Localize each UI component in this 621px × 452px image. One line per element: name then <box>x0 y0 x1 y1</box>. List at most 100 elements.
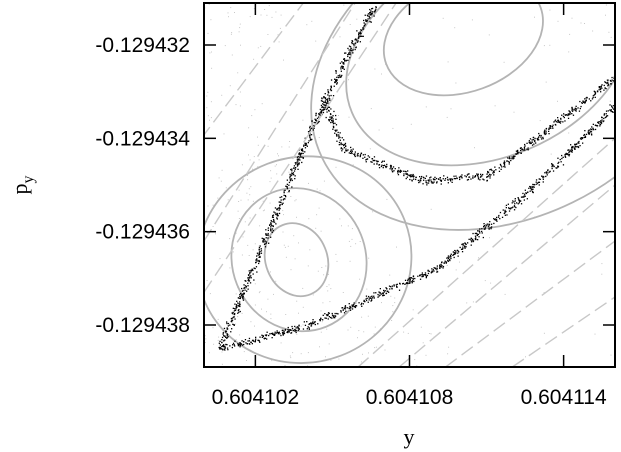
chaotic-point <box>239 295 241 297</box>
background-dot <box>490 282 492 284</box>
chaotic-point <box>308 140 310 142</box>
chaotic-point <box>499 211 502 214</box>
chaotic-point <box>461 243 463 246</box>
chaotic-point <box>242 295 244 297</box>
chaotic-point <box>490 226 492 229</box>
chaotic-point <box>527 149 529 151</box>
chaotic-point <box>307 142 309 144</box>
chaotic-point <box>344 305 347 307</box>
background-dot <box>249 194 251 196</box>
chaotic-point <box>348 53 350 55</box>
chaotic-point <box>342 67 344 69</box>
chaotic-point <box>419 275 421 277</box>
chaotic-point <box>538 139 540 141</box>
chaotic-point <box>331 116 333 118</box>
chaotic-point <box>325 106 327 108</box>
chaotic-point <box>354 306 357 309</box>
chaotic-point <box>512 206 514 208</box>
chaotic-point <box>442 178 444 180</box>
chaotic-point <box>370 21 372 23</box>
chaotic-point <box>258 259 260 262</box>
chaotic-point <box>595 124 597 127</box>
chaotic-point <box>549 125 551 127</box>
chaotic-point <box>612 111 614 113</box>
background-dot <box>459 261 460 263</box>
background-dot <box>206 280 208 281</box>
chaotic-point <box>319 108 321 111</box>
chaotic-point <box>332 118 334 120</box>
chaotic-point <box>598 122 600 124</box>
chaotic-point <box>455 250 457 252</box>
chaotic-point <box>447 257 450 260</box>
chaotic-point <box>386 290 389 293</box>
chaotic-point <box>575 105 577 107</box>
chaotic-point <box>276 330 278 332</box>
chaotic-point <box>278 209 280 211</box>
chaotic-point <box>391 285 393 287</box>
chaotic-point <box>439 267 441 269</box>
chaotic-point <box>359 155 361 158</box>
chaotic-point <box>567 114 569 117</box>
background-dot <box>391 320 393 321</box>
chaotic-point <box>584 102 586 104</box>
chaotic-point <box>520 203 523 205</box>
background-dot <box>300 353 302 355</box>
chaotic-point <box>354 42 356 44</box>
chaotic-point <box>270 230 272 232</box>
chaotic-point <box>544 133 546 136</box>
chaotic-point <box>314 321 316 323</box>
chaotic-point <box>245 342 247 344</box>
background-dot <box>209 52 211 54</box>
chaotic-point <box>296 326 298 328</box>
chaotic-point <box>570 144 572 146</box>
chaotic-point <box>231 321 233 323</box>
chaotic-point <box>440 266 443 268</box>
chaotic-point <box>465 176 467 178</box>
chaotic-point <box>376 160 378 162</box>
chaotic-point <box>547 170 549 172</box>
chaotic-point <box>244 280 246 282</box>
chaotic-point <box>223 346 225 348</box>
chaotic-point <box>481 230 483 233</box>
background-dot <box>350 245 352 247</box>
chaotic-point <box>358 35 360 37</box>
chaotic-point <box>242 298 244 300</box>
background-dot <box>278 155 279 157</box>
chaotic-point <box>493 218 496 221</box>
chaotic-point <box>248 270 250 272</box>
chaotic-point <box>575 110 577 112</box>
background-dot <box>374 347 376 349</box>
chaotic-point <box>600 85 602 87</box>
background-dot <box>394 302 396 304</box>
chaotic-point <box>382 294 384 297</box>
background-dot <box>244 221 246 223</box>
chaotic-point <box>299 155 302 157</box>
chaotic-point <box>532 183 534 186</box>
background-dot <box>250 186 252 188</box>
chaotic-point <box>219 344 221 346</box>
chaotic-point <box>270 222 272 224</box>
chaotic-point <box>248 343 250 345</box>
chaotic-point <box>309 136 311 139</box>
chaotic-point <box>339 132 341 134</box>
background-dot <box>282 231 284 233</box>
chaotic-point <box>304 147 307 149</box>
background-dot <box>235 232 237 234</box>
chaotic-point <box>580 138 583 140</box>
chaotic-point <box>459 178 461 181</box>
chaotic-point <box>275 223 277 225</box>
chaotic-point <box>282 199 284 201</box>
chaotic-point <box>255 259 257 261</box>
chaotic-point <box>462 244 464 246</box>
chaotic-point <box>334 317 336 319</box>
chaotic-point <box>338 135 340 137</box>
background-dot <box>329 301 331 303</box>
chaotic-point <box>342 148 344 150</box>
chaotic-point <box>492 171 495 173</box>
chaotic-point <box>502 209 504 211</box>
chaotic-point <box>324 317 326 319</box>
chaotic-point <box>313 124 315 127</box>
background-dot <box>207 91 209 93</box>
chaotic-point <box>432 182 434 184</box>
chaotic-point <box>551 126 554 128</box>
